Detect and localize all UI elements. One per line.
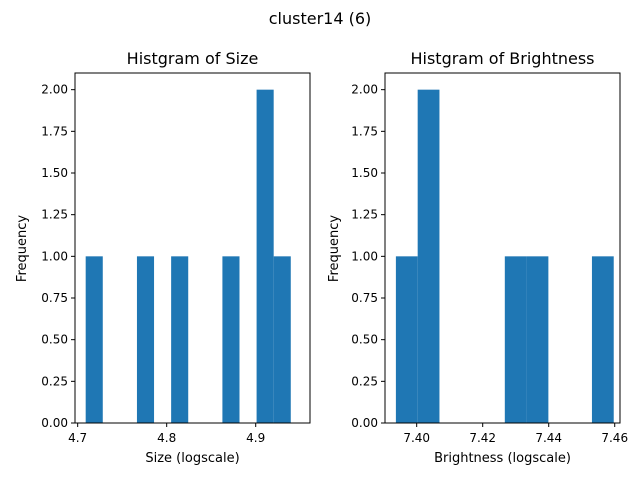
axes-frame xyxy=(74,72,311,424)
x-tick-label: 7.42 xyxy=(469,431,496,445)
y-tick-label: 0.50 xyxy=(351,333,378,347)
x-tick-label: 7.40 xyxy=(403,431,430,445)
y-tick-label: 0.75 xyxy=(351,291,378,305)
subplot-size-histogram: Histgram of Size Size (logscale) Frequen… xyxy=(15,49,311,466)
y-tick-label: 1.00 xyxy=(351,249,378,263)
x-axis-label: Brightness (logscale) xyxy=(434,451,571,466)
y-tick-label: 2.00 xyxy=(351,83,378,97)
y-tick-label: 1.50 xyxy=(41,166,68,180)
histogram-bar xyxy=(395,256,418,423)
histogram-bar xyxy=(136,256,155,423)
figure-suptitle: cluster14 (6) xyxy=(269,9,372,28)
y-tick-label: 1.75 xyxy=(41,124,68,138)
y-axis-label: Frequency xyxy=(15,215,30,282)
y-tick-label: 0.25 xyxy=(41,374,68,388)
y-tick-label: 0.75 xyxy=(41,291,68,305)
y-axis-label: Frequency xyxy=(327,215,342,282)
y-tick-label: 0.50 xyxy=(41,333,68,347)
histogram-bar xyxy=(171,256,189,423)
y-tick-label: 0.00 xyxy=(351,416,378,430)
y-tick-label: 1.50 xyxy=(351,166,378,180)
y-tick-label: 1.25 xyxy=(351,208,378,222)
y-tick-label: 1.00 xyxy=(41,249,68,263)
x-tick-label: 7.46 xyxy=(601,431,628,445)
histogram-bar xyxy=(417,89,440,424)
subplot-brightness-histogram: Histgram of Brightness Brightness (logsc… xyxy=(327,49,628,466)
subplot-title: Histgram of Brightness xyxy=(410,49,594,68)
subplot-title: Histgram of Size xyxy=(127,49,259,68)
x-tick-label: 4.9 xyxy=(246,431,265,445)
bars-group xyxy=(85,89,291,424)
bars-group xyxy=(395,89,614,424)
y-tick-label: 2.00 xyxy=(41,83,68,97)
ticks-group: 7.40 7.42 7.44 7.46 0.00 0.25 0.50 0.75 1.00 1.25… xyxy=(351,83,628,445)
y-tick-label: 1.75 xyxy=(351,124,378,138)
x-axis-label: Size (logscale) xyxy=(145,451,239,466)
ticks-group: 4.7 4.8 4.9 0.00 0.25 0.50 0.75 1.00 1.25 1.50 1.7… xyxy=(41,83,265,445)
histogram-bar xyxy=(222,256,240,423)
histogram-bar xyxy=(526,256,549,423)
histogram-bar xyxy=(256,89,274,424)
x-tick-label: 7.44 xyxy=(535,431,562,445)
x-tick-label: 4.8 xyxy=(157,431,176,445)
axes-frame xyxy=(384,72,621,424)
histogram-bar xyxy=(504,256,527,423)
histogram-bar xyxy=(591,256,614,423)
y-tick-label: 0.00 xyxy=(41,416,68,430)
x-tick-label: 4.7 xyxy=(68,431,87,445)
histogram-bar xyxy=(273,256,291,423)
histogram-bar xyxy=(85,256,103,423)
y-tick-label: 1.25 xyxy=(41,208,68,222)
y-tick-label: 0.25 xyxy=(351,374,378,388)
